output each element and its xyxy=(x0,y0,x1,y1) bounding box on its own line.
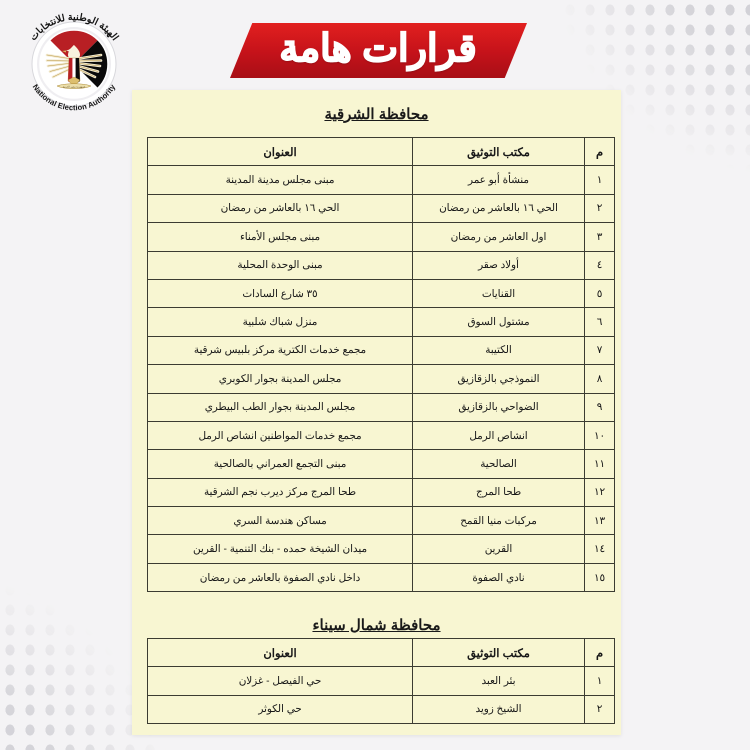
svg-text:جمهورية مصر العربية: جمهورية مصر العربية xyxy=(63,85,86,89)
